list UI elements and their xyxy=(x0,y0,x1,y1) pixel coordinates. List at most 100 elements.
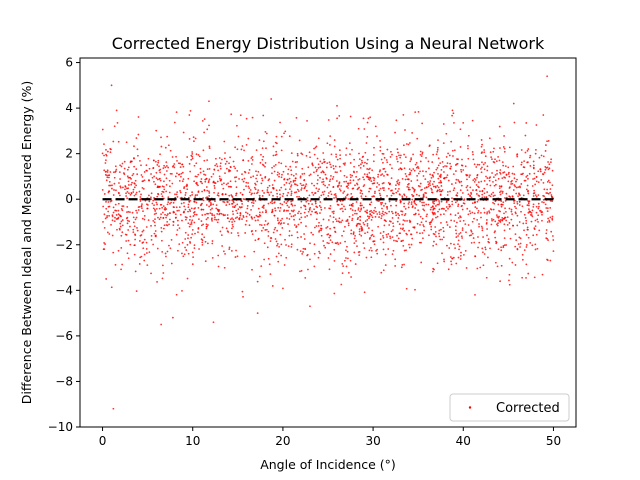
scatter-point xyxy=(358,254,361,257)
scatter-point xyxy=(160,239,163,242)
scatter-point xyxy=(409,221,411,223)
scatter-point xyxy=(228,248,231,251)
scatter-point xyxy=(229,156,231,159)
scatter-point xyxy=(445,156,448,158)
scatter-point xyxy=(425,157,427,159)
scatter-point xyxy=(370,249,373,252)
scatter-point xyxy=(300,189,303,191)
scatter-point xyxy=(550,158,553,161)
x-tick-label: 50 xyxy=(546,434,561,448)
scatter-point xyxy=(328,268,331,271)
scatter-point xyxy=(218,213,221,216)
scatter-point xyxy=(367,176,369,179)
scatter-point xyxy=(228,170,230,173)
scatter-point xyxy=(270,237,273,239)
scatter-point xyxy=(382,236,385,239)
scatter-point xyxy=(186,183,188,186)
scatter-point xyxy=(271,202,274,205)
scatter-point xyxy=(365,256,368,259)
scatter-point xyxy=(279,121,281,124)
scatter-point xyxy=(513,173,516,176)
scatter-point xyxy=(225,227,228,230)
scatter-point xyxy=(441,161,444,163)
scatter-point xyxy=(216,165,219,168)
scatter-point xyxy=(345,154,347,156)
scatter-point xyxy=(451,109,454,112)
scatter-point xyxy=(457,243,459,246)
scatter-point xyxy=(457,203,460,206)
scatter-point xyxy=(162,167,165,170)
scatter-point xyxy=(165,170,168,172)
scatter-point xyxy=(224,193,227,196)
scatter-point xyxy=(223,140,226,143)
scatter-point xyxy=(336,171,338,174)
scatter-point xyxy=(328,180,331,183)
scatter-point xyxy=(439,190,441,193)
scatter-point xyxy=(339,189,342,192)
scatter-point xyxy=(169,247,172,250)
scatter-point xyxy=(349,179,352,182)
scatter-point xyxy=(451,114,454,117)
scatter-point xyxy=(263,242,266,245)
scatter-point xyxy=(254,239,257,242)
scatter-point xyxy=(398,232,401,235)
scatter-point xyxy=(382,161,384,164)
scatter-point xyxy=(362,206,365,209)
scatter-point xyxy=(162,227,165,230)
scatter-point xyxy=(247,172,250,174)
scatter-point xyxy=(228,194,231,197)
scatter-point xyxy=(326,226,329,228)
scatter-point xyxy=(330,153,333,156)
scatter-point xyxy=(257,219,259,221)
scatter-point xyxy=(156,164,159,166)
scatter-point xyxy=(490,223,493,226)
scatter-point xyxy=(415,166,418,169)
scatter-point xyxy=(500,185,503,188)
scatter-point xyxy=(289,165,292,168)
scatter-point xyxy=(359,210,361,213)
scatter-point xyxy=(215,207,218,210)
scatter-point xyxy=(367,168,370,171)
scatter-point xyxy=(112,251,115,254)
scatter-point xyxy=(535,195,538,198)
scatter-point xyxy=(453,121,455,124)
scatter-point xyxy=(518,192,520,195)
scatter-point xyxy=(397,179,400,181)
scatter-point xyxy=(278,245,281,248)
scatter-point xyxy=(408,219,411,222)
scatter-point xyxy=(502,164,505,167)
scatter-point xyxy=(333,197,335,199)
scatter-point xyxy=(205,227,208,230)
scatter-point xyxy=(160,230,163,233)
scatter-point xyxy=(338,149,341,152)
scatter-point xyxy=(204,260,207,263)
scatter-point xyxy=(317,163,320,166)
scatter-point xyxy=(469,212,472,215)
scatter-point xyxy=(301,173,304,175)
scatter-point xyxy=(522,166,525,168)
scatter-point xyxy=(431,211,434,214)
scatter-point xyxy=(306,214,309,217)
scatter-point xyxy=(433,200,436,203)
scatter-point xyxy=(313,208,315,211)
scatter-point xyxy=(542,114,545,116)
scatter-point xyxy=(436,262,439,265)
scatter-point xyxy=(355,201,358,203)
scatter-point xyxy=(314,192,317,194)
scatter-point xyxy=(465,186,468,189)
scatter-point xyxy=(139,159,141,162)
scatter-point xyxy=(532,203,535,206)
scatter-point xyxy=(333,259,336,262)
scatter-point xyxy=(201,190,204,193)
scatter-point xyxy=(471,119,474,122)
scatter-point xyxy=(103,226,106,229)
scatter-point xyxy=(172,210,175,213)
scatter-point xyxy=(528,210,531,213)
scatter-point xyxy=(120,165,123,168)
scatter-point xyxy=(142,247,145,250)
scatter-point xyxy=(108,214,111,217)
scatter-point xyxy=(520,163,523,166)
scatter-point xyxy=(236,170,239,172)
scatter-point xyxy=(504,197,506,199)
scatter-point xyxy=(471,151,474,153)
